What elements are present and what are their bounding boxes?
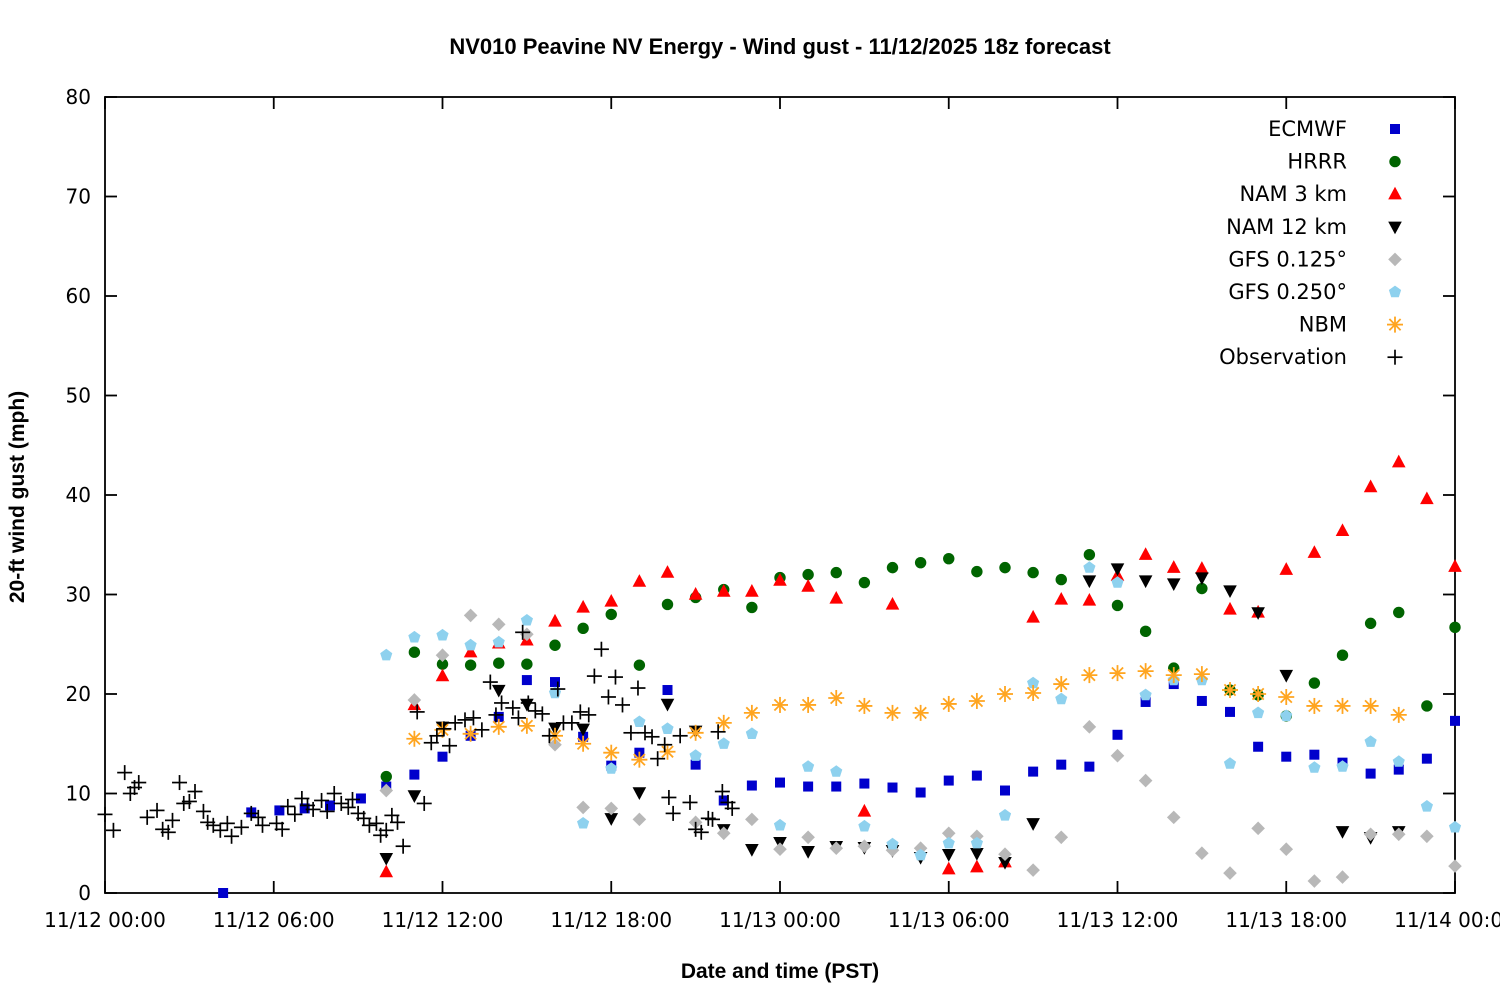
x-tick-label: 11/12 12:00 [382,908,504,932]
series-nbm [406,663,1407,768]
legend-label: GFS 0.250° [1228,280,1347,304]
y-tick-label: 40 [66,483,91,507]
legend-label: HRRR [1287,150,1347,174]
x-tick-label: 11/13 06:00 [888,908,1010,932]
legend-label: NAM 3 km [1239,182,1347,206]
y-tick-label: 80 [66,85,91,109]
legend-item-hrrr: HRRR [1287,150,1401,174]
series-ecmwf [218,675,1460,898]
x-tick-label: 11/12 00:00 [44,908,166,932]
legend-item-gfs-0-125-: GFS 0.125° [1228,247,1402,271]
x-axis-title: Date and time (PST) [680,960,880,983]
legend-label: GFS 0.125° [1228,247,1347,271]
y-tick-label: 70 [66,185,91,209]
series-gfs-0-125- [379,608,1462,888]
chart-title: NV010 Peavine NV Energy - Wind gust - 11… [449,34,1111,59]
legend-label: Observation [1219,345,1347,369]
x-tick-label: 11/13 12:00 [1057,908,1179,932]
series-nam-3-km [379,454,1462,878]
legend-label: NBM [1299,313,1347,337]
y-tick-label: 0 [78,881,91,905]
series-hrrr [380,549,1461,783]
x-tick-label: 11/13 00:00 [719,908,841,932]
series-observation [97,624,740,854]
y-tick-label: 60 [66,284,91,308]
legend-label: ECMWF [1268,117,1347,141]
legend-item-nam-3-km: NAM 3 km [1239,182,1402,206]
x-tick-label: 11/12 06:00 [213,908,335,932]
axis-ticks: 11/12 00:00 11/12 06:00 11/12 12:00 11/12 1… [44,85,1500,932]
legend-item-ecmwf: ECMWF [1268,117,1400,141]
legend-item-gfs-0-250-: GFS 0.250° [1228,280,1402,304]
series-gfs-0-250- [380,561,1462,861]
x-tick-label: 11/14 00:00 [1394,908,1500,932]
legend: ECMWF HRRR NAM 3 km NAM 12 km GFS 0.125° GFS … [1219,117,1403,369]
x-tick-label: 11/12 18:00 [550,908,672,932]
y-tick-label: 20 [66,682,91,706]
legend-label: NAM 12 km [1226,215,1347,239]
legend-item-nbm: NBM [1299,313,1403,337]
y-tick-label: 10 [66,782,91,806]
y-tick-label: 50 [66,384,91,408]
x-tick-label: 11/13 18:00 [1225,908,1347,932]
legend-item-observation: Observation [1219,345,1403,369]
legend-item-nam-12-km: NAM 12 km [1226,215,1402,239]
y-tick-label: 30 [66,583,91,607]
